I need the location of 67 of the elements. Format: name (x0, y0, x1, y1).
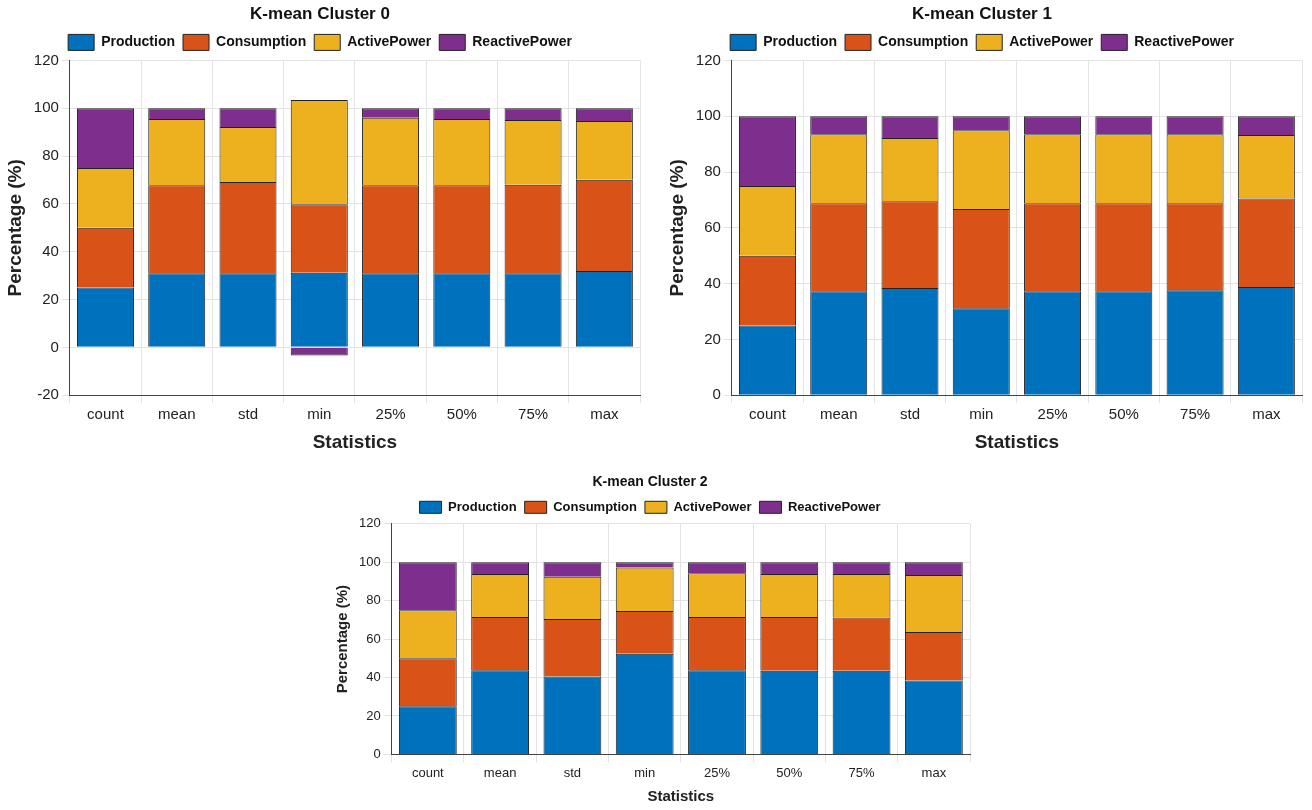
legend-label: Production (448, 498, 517, 514)
x-tick-label: std (563, 764, 582, 780)
chart-title: K-mean Cluster 0 (250, 3, 390, 23)
y-tick-label: 100 (358, 553, 381, 569)
y-tick-label: 100 (33, 98, 59, 116)
legend-label: Consumption (553, 498, 637, 514)
x-tick-label: std (900, 405, 921, 423)
y-axis-title: Percentage (%) (665, 159, 687, 297)
y-tick-label: 20 (42, 289, 59, 307)
x-tick-label: std (238, 405, 259, 423)
y-tick-label: 80 (366, 592, 381, 608)
x-tick-label: max (1252, 405, 1282, 423)
legend-label: Consumption (878, 33, 969, 50)
x-axis-title: Statistics (647, 787, 715, 805)
x-tick-label: max (921, 764, 947, 780)
y-axis-title: Percentage (%) (333, 584, 351, 694)
x-tick-label: count (749, 405, 787, 423)
x-axis-title: Statistics (974, 430, 1060, 452)
legend-label: ActivePower (673, 498, 752, 514)
y-tick-label: 60 (366, 630, 381, 646)
legend-label: Production (101, 33, 176, 50)
x-tick-label: count (411, 764, 445, 780)
x-tick-label: mean (819, 405, 858, 423)
x-tick-label: 75% (1180, 405, 1211, 423)
y-axis-title: Percentage (%) (3, 159, 25, 297)
x-tick-label: 50% (1108, 405, 1139, 423)
y-tick-label: 40 (704, 273, 721, 291)
x-tick-label: 25% (375, 405, 406, 423)
chart-title: K-mean Cluster 1 (912, 3, 1052, 23)
x-tick-label: mean (157, 405, 196, 423)
x-axis-title: Statistics (312, 430, 398, 452)
y-tick-label: 120 (695, 50, 721, 68)
y-tick-label: 60 (704, 217, 721, 235)
y-tick-label: 100 (695, 106, 721, 124)
x-tick-label: min (307, 405, 332, 423)
x-tick-label: 25% (1037, 405, 1068, 423)
x-tick-label: min (969, 405, 994, 423)
y-tick-label: 20 (366, 707, 381, 723)
x-tick-label: 25% (703, 764, 731, 780)
y-tick-label: 60 (42, 194, 59, 212)
x-tick-label: min (634, 764, 656, 780)
y-tick-label: 20 (704, 329, 721, 347)
legend-label: Consumption (216, 33, 307, 50)
y-tick-label: 80 (704, 162, 721, 180)
y-tick-label: 0 (373, 745, 381, 761)
x-tick-label: count (87, 405, 125, 423)
y-tick-label: 80 (42, 146, 59, 164)
chart-title: K-mean Cluster 2 (592, 473, 708, 490)
legend-label: ActivePower (347, 33, 432, 50)
legend-label: ReactivePower (787, 498, 881, 514)
x-tick-label: 75% (848, 764, 876, 780)
legend-label: ActivePower (1009, 33, 1094, 50)
x-tick-label: 50% (776, 764, 803, 780)
legend-label: ReactivePower (472, 33, 573, 50)
x-tick-label: mean (483, 764, 517, 780)
y-tick-label: 40 (366, 669, 381, 685)
x-tick-label: max (590, 405, 620, 423)
y-tick-label: 40 (42, 241, 59, 259)
legend-label: ReactivePower (1134, 33, 1235, 50)
y-tick-label: 0 (712, 385, 721, 403)
y-tick-label: 120 (33, 50, 59, 68)
y-tick-label: 0 (50, 337, 59, 355)
y-tick-label: 120 (358, 515, 381, 531)
x-tick-label: 50% (446, 405, 477, 423)
legend-label: Production (763, 33, 838, 50)
x-tick-label: 75% (518, 405, 549, 423)
y-tick-label: -20 (37, 385, 59, 403)
